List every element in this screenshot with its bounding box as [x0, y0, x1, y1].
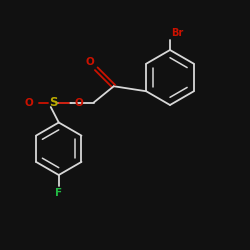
Text: O: O: [85, 57, 94, 67]
Text: F: F: [55, 188, 62, 198]
Text: O: O: [74, 98, 83, 108]
Text: Br: Br: [171, 28, 183, 38]
Text: O: O: [24, 98, 33, 108]
Text: S: S: [50, 96, 58, 109]
